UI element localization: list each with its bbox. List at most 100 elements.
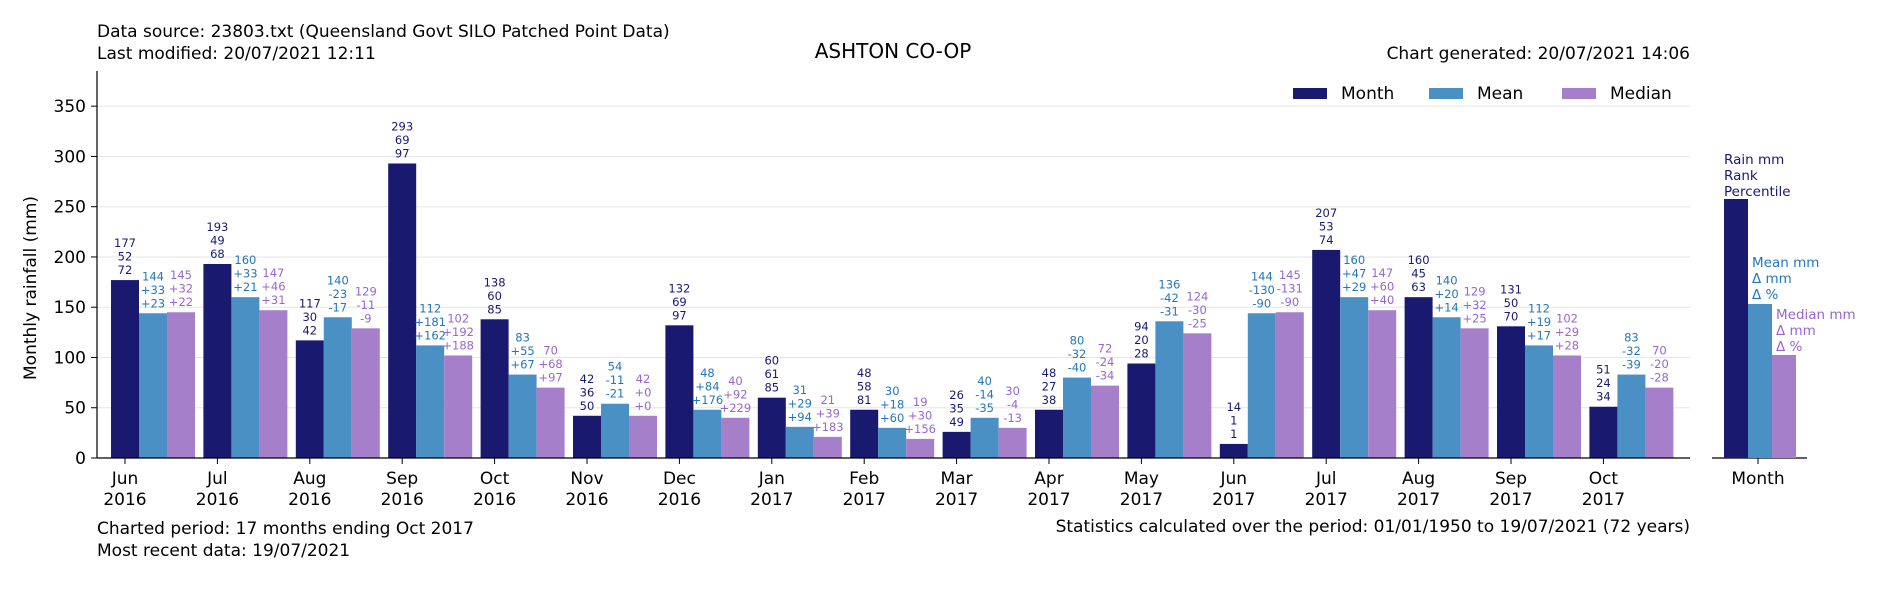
mean-bar — [1155, 321, 1184, 458]
median-data-label: +39 — [816, 406, 840, 420]
x-tick-label-month: Mar — [941, 469, 973, 489]
statistics-period-text: Statistics calculated over the period: 0… — [1056, 517, 1690, 537]
x-tick-label-month: Aug — [293, 469, 326, 489]
mean-data-label: +67 — [510, 358, 534, 372]
month-bar — [1312, 249, 1341, 458]
key-mean-label: Mean mm — [1752, 255, 1819, 271]
month-data-label: 14 — [1226, 400, 1241, 414]
month-data-label: 48 — [857, 366, 872, 380]
x-tick-label-month: Jan — [758, 469, 785, 489]
mean-bar — [508, 374, 537, 458]
month-data-label: 34 — [1596, 390, 1611, 404]
median-bar — [906, 438, 935, 458]
month-data-label: 69 — [395, 133, 410, 147]
month-data-label: 38 — [1042, 393, 1057, 407]
month-data-label: 1 — [1230, 427, 1237, 441]
legend: Month Mean Median — [1293, 84, 1672, 104]
mean-bar — [1063, 377, 1091, 458]
median-bar — [998, 427, 1027, 458]
most-recent-text: Most recent data: 19/07/2021 — [97, 541, 350, 561]
mean-data-label: 144 — [1251, 269, 1273, 283]
mean-data-label: +20 — [1434, 287, 1458, 301]
x-tick-label-month: Jun — [1220, 469, 1248, 489]
month-bar — [1035, 409, 1063, 458]
median-data-label: -4 — [1007, 397, 1018, 411]
month-data-label: 70 — [1504, 309, 1519, 323]
median-data-label: -131 — [1277, 282, 1303, 296]
month-data-label: 48 — [1042, 366, 1057, 380]
mean-data-label: +84 — [695, 379, 719, 393]
y-tick-label: 300 — [54, 147, 86, 167]
median-data-label: 102 — [447, 311, 469, 325]
month-data-label: 53 — [1319, 219, 1334, 233]
mean-data-label: 140 — [327, 273, 349, 287]
median-data-label: 129 — [355, 284, 377, 298]
median-data-label: -13 — [1003, 411, 1022, 425]
mean-data-label: +60 — [880, 411, 904, 425]
median-bar — [1553, 355, 1581, 458]
median-data-label: 129 — [1464, 284, 1486, 298]
mean-data-label: -11 — [606, 373, 625, 387]
median-bar — [1645, 387, 1674, 458]
chart-title: ASHTON CO-OP — [815, 39, 972, 63]
mean-data-label: -21 — [606, 387, 625, 401]
median-data-label: +60 — [1370, 280, 1394, 294]
mean-data-label: +181 — [414, 315, 446, 329]
month-data-label: 20 — [1134, 333, 1149, 347]
median-data-label: +188 — [442, 338, 474, 352]
month-data-label: 52 — [118, 250, 133, 264]
mean-legend-label: Mean — [1477, 84, 1523, 104]
month-data-label: 26 — [949, 388, 964, 402]
median-data-label: +92 — [723, 387, 747, 401]
mean-data-label: +94 — [788, 410, 812, 424]
month-data-label: 85 — [764, 381, 779, 395]
y-tick-label: 100 — [54, 348, 86, 368]
x-tick-label-month: Oct — [1589, 469, 1619, 489]
month-bar — [1127, 363, 1156, 458]
mean-data-label: -17 — [328, 300, 347, 314]
median-data-label: +22 — [169, 295, 193, 309]
month-data-label: 117 — [299, 296, 321, 310]
mean-bar — [1432, 317, 1461, 458]
month-data-label: 42 — [580, 372, 595, 386]
month-data-label: 72 — [118, 263, 133, 277]
x-tick-label-month: Sep — [1495, 469, 1527, 489]
median-data-label: 70 — [543, 344, 558, 358]
x-tick-label-year: 2016 — [565, 490, 608, 510]
median-data-label: +30 — [908, 408, 932, 422]
key-median-label: Median mm — [1776, 307, 1856, 323]
x-tick-label-month: Sep — [386, 469, 418, 489]
mean-data-label: 30 — [885, 384, 900, 398]
median-data-label: 19 — [913, 395, 928, 409]
month-data-label: 131 — [1500, 282, 1522, 296]
median-data-label: -90 — [1280, 295, 1299, 309]
median-data-label: -11 — [356, 298, 375, 312]
key-mean-bar — [1748, 304, 1772, 458]
mean-data-label: 80 — [1070, 334, 1085, 348]
y-tick-label: 150 — [54, 298, 86, 318]
median-data-label: 145 — [170, 268, 192, 282]
month-bar — [757, 397, 786, 458]
median-data-label: 42 — [636, 372, 651, 386]
month-data-label: 81 — [857, 393, 872, 407]
y-axis-label: Monthly rainfall (mm) — [21, 196, 41, 380]
mean-bar — [1247, 313, 1276, 458]
median-data-label: -34 — [1096, 369, 1115, 383]
bar-series — [111, 163, 1674, 459]
month-bar — [111, 280, 139, 458]
month-data-label: 68 — [210, 247, 225, 261]
month-data-label: 177 — [114, 236, 136, 250]
month-data-label: 160 — [1408, 253, 1430, 267]
month-data-label: 94 — [1134, 320, 1149, 334]
median-data-label: -25 — [1188, 316, 1207, 330]
median-bar — [167, 312, 195, 458]
x-tick-label-month: Dec — [663, 469, 696, 489]
median-data-label: 21 — [820, 393, 835, 407]
key-x-label: Month — [1731, 469, 1784, 489]
month-data-label: 1 — [1230, 413, 1237, 427]
month-data-label: 69 — [672, 295, 687, 309]
mean-data-label: +33 — [141, 283, 165, 297]
median-bar — [444, 355, 473, 458]
month-data-label: 50 — [1504, 296, 1519, 310]
